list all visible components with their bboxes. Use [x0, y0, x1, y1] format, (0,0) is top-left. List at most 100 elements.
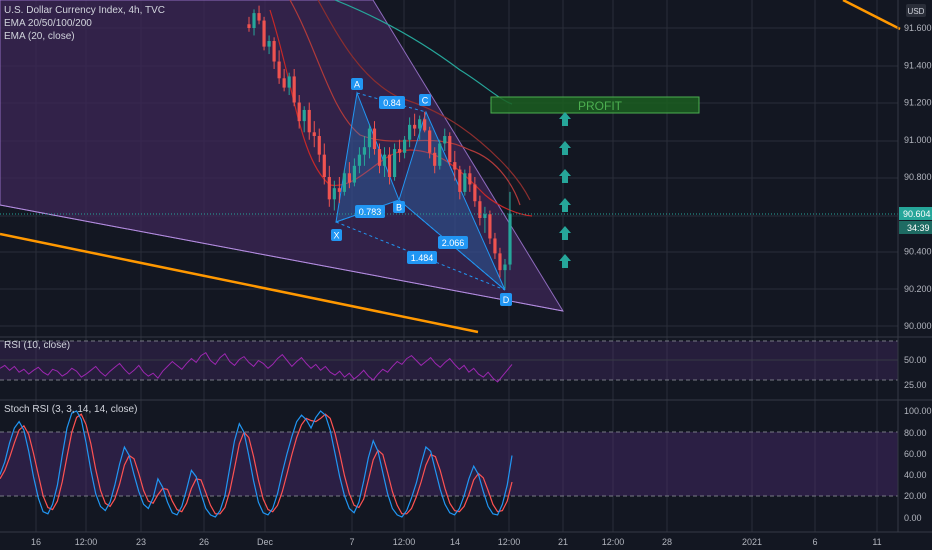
rsi-tick-25: 25.00 — [904, 380, 927, 390]
rsi-tick-50: 50.00 — [904, 355, 927, 365]
candle — [418, 115, 422, 140]
price-tick: 91.600 — [904, 23, 932, 33]
buy-arrows — [559, 112, 571, 268]
price-axis[interactable]: USD — [897, 0, 926, 532]
price-tick: 90.800 — [904, 172, 932, 182]
candle-body — [267, 41, 271, 47]
candle-body — [332, 188, 336, 200]
candle-body — [272, 41, 276, 62]
up-arrow-icon — [559, 169, 571, 183]
candle — [392, 143, 397, 181]
candle — [347, 162, 351, 189]
stoch-title[interactable]: Stoch RSI (3, 3, 14, 14, close) — [4, 404, 138, 415]
candle — [438, 139, 442, 170]
candle-body — [247, 24, 251, 28]
candle — [443, 128, 447, 151]
candle — [272, 37, 276, 69]
candle-body — [322, 154, 326, 177]
candle — [317, 128, 321, 163]
time-tick: 12:00 — [602, 537, 625, 547]
candle-body — [483, 214, 487, 218]
candle — [332, 180, 336, 211]
candle — [463, 169, 467, 196]
orange-trend-line-upper[interactable] — [842, 0, 901, 31]
stoch-pane — [0, 399, 932, 518]
stoch-tick-0: 0.00 — [904, 513, 922, 523]
candle-body — [297, 102, 301, 122]
orange-trend-line-lower[interactable] — [0, 232, 479, 334]
price-tick: 90.400 — [904, 247, 932, 257]
candle-body — [438, 143, 442, 166]
symbol-title[interactable]: U.S. Dollar Currency Index, 4h, TVC — [4, 5, 165, 16]
time-tick: 2021 — [742, 537, 762, 547]
time-tick: 21 — [558, 537, 568, 547]
candle-body — [262, 20, 266, 47]
candle-body — [307, 109, 311, 133]
price-tick: 91.200 — [904, 98, 932, 108]
time-tick: 28 — [662, 537, 672, 547]
candle-body — [387, 154, 392, 177]
candle-body — [473, 184, 477, 202]
ratio-label-0-783-text: 0.783 — [359, 207, 382, 217]
indicator-ema-group[interactable]: EMA 20/50/100/200 — [4, 18, 92, 29]
candle-body — [433, 152, 437, 166]
price-badge-value: 90.604 — [903, 209, 931, 219]
candle-body — [448, 136, 452, 163]
price-badge-countdown: 34:39 — [907, 223, 930, 233]
candle — [498, 247, 502, 278]
ratio-label-0-84: 0.84 — [379, 96, 405, 109]
candle-body — [498, 253, 502, 271]
profit-label: PROFIT — [578, 99, 623, 113]
candle — [312, 121, 316, 148]
time-tick: 14 — [450, 537, 460, 547]
candle — [257, 5, 261, 25]
time-tick: 16 — [31, 537, 41, 547]
candle — [377, 143, 382, 174]
candle-body — [282, 78, 286, 88]
rsi-pane — [0, 336, 932, 383]
time-tick: 26 — [199, 537, 209, 547]
point-label-x: X — [331, 229, 342, 241]
candle — [382, 147, 387, 177]
candle — [453, 150, 457, 181]
point-label-d: D — [500, 293, 512, 306]
stoch-tick-60: 60.00 — [904, 449, 927, 459]
time-tick: 12:00 — [498, 537, 521, 547]
candle-body — [317, 136, 321, 155]
point-label-b-text: B — [396, 203, 402, 213]
candle-body — [352, 165, 357, 183]
candle — [297, 95, 301, 129]
candle-body — [478, 201, 482, 218]
candle — [493, 232, 497, 259]
candle — [282, 68, 286, 92]
candle — [433, 147, 437, 174]
candle — [483, 206, 487, 233]
candle — [302, 106, 306, 133]
stoch-tick-40: 40.00 — [904, 470, 927, 480]
ratio-label-1-484-text: 1.484 — [411, 253, 434, 263]
candle — [367, 124, 372, 159]
currency-label: USD — [908, 7, 925, 16]
rsi-title[interactable]: RSI (10, close) — [4, 340, 71, 351]
candle-body — [342, 173, 346, 192]
profit-target-box[interactable]: PROFIT — [490, 96, 700, 114]
up-arrow-icon — [559, 254, 571, 268]
candle — [267, 35, 271, 55]
point-label-c: C — [419, 94, 431, 106]
candle-body — [443, 136, 447, 144]
candle-body — [423, 119, 427, 131]
candle-body — [468, 173, 472, 185]
candle-body — [503, 264, 507, 271]
time-axis[interactable]: 16 12:00 23 26 Dec 7 12:00 14 12:00 21 1… — [0, 531, 932, 547]
candle — [387, 147, 392, 185]
candle-body — [463, 173, 467, 192]
candle — [287, 72, 291, 96]
candle — [247, 16, 251, 32]
candle-body — [302, 109, 306, 122]
indicator-ema-20[interactable]: EMA (20, close) — [4, 31, 75, 42]
ratio-label-0-783: 0.783 — [355, 205, 385, 218]
point-label-a: A — [351, 78, 363, 90]
candle — [508, 191, 512, 271]
